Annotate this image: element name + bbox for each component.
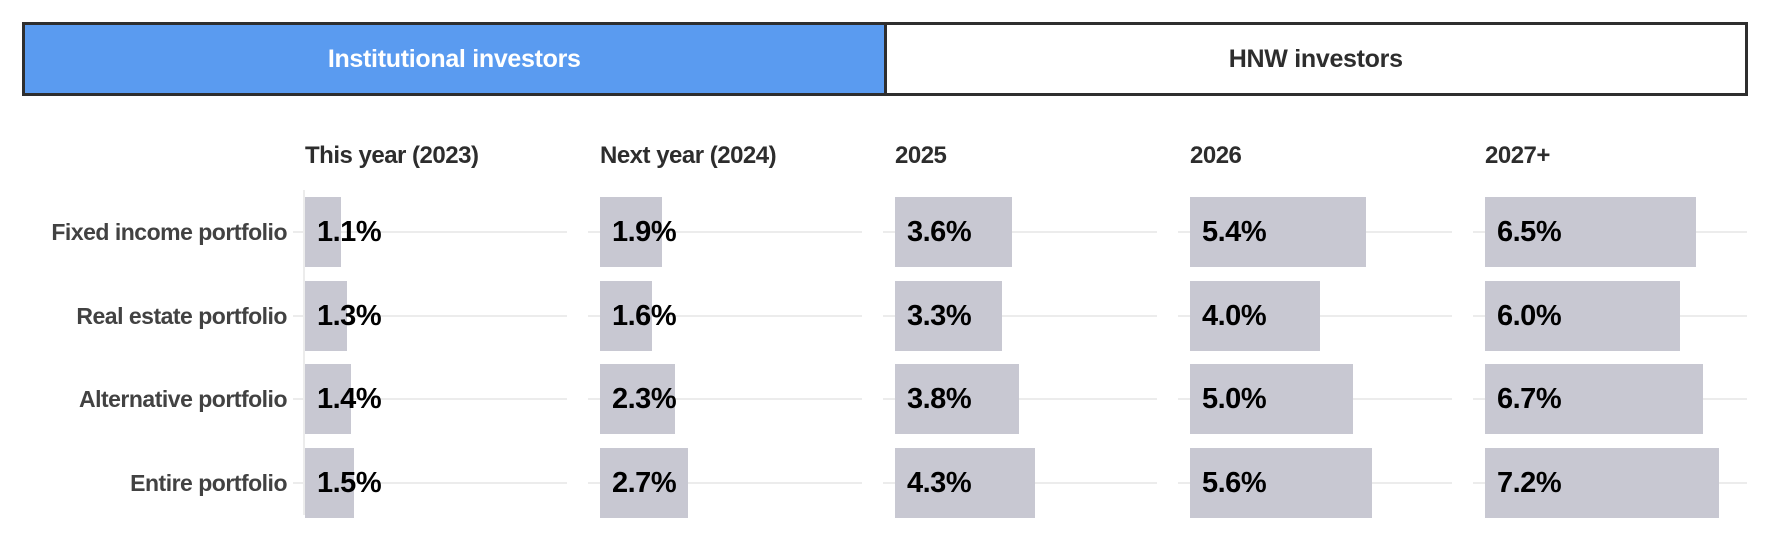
bar-entire-portfolio-2026	[1190, 448, 1372, 518]
bar-real-estate-portfolio-next-year-2024	[600, 281, 652, 351]
bar-value-label: 6.7%	[1497, 383, 1562, 415]
row-gridline	[883, 398, 1157, 400]
bar-value-label: 3.3%	[907, 300, 972, 332]
bar-fixed-income-portfolio-next-year-2024	[600, 197, 662, 267]
bar-entire-portfolio-2025	[895, 448, 1035, 518]
row-label-real-estate-portfolio: Real estate portfolio	[76, 303, 287, 329]
bar-entire-portfolio-2027	[1485, 448, 1719, 518]
bar-real-estate-portfolio-2027	[1485, 281, 1680, 351]
bar-alternative-portfolio-2027	[1485, 364, 1703, 434]
row-gridline	[883, 231, 1157, 233]
bar-real-estate-portfolio-2026	[1190, 281, 1320, 351]
row-gridline	[883, 315, 1157, 317]
bar-value-label: 5.4%	[1202, 216, 1267, 248]
bar-entire-portfolio-this-year-2023	[305, 448, 354, 518]
row-gridline	[588, 315, 862, 317]
bar-fixed-income-portfolio-2027	[1485, 197, 1696, 267]
row-gridline	[293, 231, 567, 233]
column-header-2027: 2027+	[1485, 142, 1550, 169]
bar-value-label: 3.8%	[907, 383, 972, 415]
bar-value-label: 2.3%	[612, 383, 677, 415]
bar-value-label: 4.3%	[907, 467, 972, 499]
bar-entire-portfolio-next-year-2024	[600, 448, 688, 518]
row-label-alternative-portfolio: Alternative portfolio	[78, 386, 288, 412]
bar-value-label: 2.7%	[612, 467, 677, 499]
column-header-this-year-2023: This year (2023)	[305, 142, 479, 169]
bar-value-label: 6.0%	[1497, 300, 1562, 332]
row-gridline	[293, 315, 567, 317]
row-gridline	[293, 398, 567, 400]
tab-hnw-investors[interactable]: HNW investors	[886, 22, 1748, 96]
row-gridline	[293, 482, 567, 484]
row-gridline	[588, 231, 862, 233]
bar-value-label: 1.1%	[317, 216, 382, 248]
bar-value-label: 6.5%	[1497, 216, 1562, 248]
column-header-2026: 2026	[1190, 142, 1242, 169]
investor-type-tabs: Institutional investors HNW investors	[22, 22, 1748, 96]
bar-value-label: 4.0%	[1202, 300, 1267, 332]
row-label-fixed-income-portfolio: Fixed income portfolio	[51, 219, 287, 245]
row-label-entire-portfolio: Entire portfolio	[130, 470, 287, 496]
bar-value-label: 3.6%	[907, 216, 972, 248]
bar-alternative-portfolio-2025	[895, 364, 1019, 434]
bar-value-label: 1.6%	[612, 300, 677, 332]
row-gridline	[588, 398, 862, 400]
bar-fixed-income-portfolio-2025	[895, 197, 1012, 267]
bar-value-label: 1.9%	[612, 216, 677, 248]
bar-value-label: 1.5%	[317, 467, 382, 499]
column-header-2025: 2025	[895, 142, 947, 169]
bar-value-label: 1.3%	[317, 300, 382, 332]
y-axis-line	[303, 190, 305, 515]
bar-value-label: 1.4%	[317, 383, 382, 415]
bar-alternative-portfolio-next-year-2024	[600, 364, 675, 434]
bar-real-estate-portfolio-2025	[895, 281, 1002, 351]
tab-institutional-investors[interactable]: Institutional investors	[22, 22, 887, 96]
bar-alternative-portfolio-2026	[1190, 364, 1353, 434]
bar-alternative-portfolio-this-year-2023	[305, 364, 351, 434]
bar-value-label: 7.2%	[1497, 467, 1562, 499]
bar-real-estate-portfolio-this-year-2023	[305, 281, 347, 351]
column-header-next-year-2024: Next year (2024)	[600, 142, 777, 169]
bar-value-label: 5.6%	[1202, 467, 1267, 499]
row-gridline	[588, 482, 862, 484]
bar-fixed-income-portfolio-2026	[1190, 197, 1366, 267]
bar-fixed-income-portfolio-this-year-2023	[305, 197, 341, 267]
bar-value-label: 5.0%	[1202, 383, 1267, 415]
